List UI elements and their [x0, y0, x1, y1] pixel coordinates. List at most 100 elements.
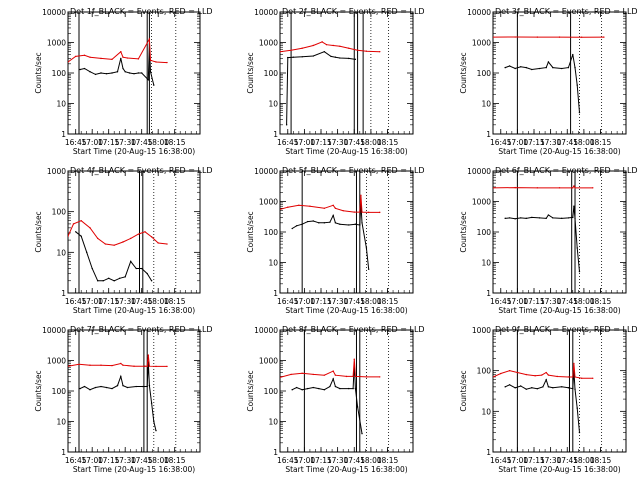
plot-frame — [493, 12, 626, 134]
data-point-events — [329, 221, 330, 222]
data-point-lld — [84, 55, 85, 56]
data-point-events — [568, 387, 569, 388]
y-tick-label: 100 — [52, 387, 67, 396]
data-point-events — [136, 386, 137, 387]
data-point-events — [125, 276, 126, 277]
data-point-lld — [514, 187, 515, 188]
data-point-lld — [89, 56, 90, 57]
y-tick-label: 10 — [481, 100, 491, 109]
data-point-lld — [342, 210, 343, 211]
data-point-events — [339, 57, 340, 58]
y-tick-label: 10000 — [254, 326, 278, 335]
y-tick-label: 1000 — [259, 357, 278, 366]
data-point-events — [579, 271, 580, 272]
y-axis-label: Counts/sec — [459, 211, 468, 252]
data-point-lld — [574, 376, 575, 377]
data-point-events — [120, 376, 121, 377]
data-point-events — [148, 79, 149, 80]
data-point-lld — [379, 212, 380, 213]
data-point-events — [324, 222, 325, 223]
data-point-events — [531, 217, 532, 218]
y-tick-label: 1000 — [47, 39, 66, 48]
data-point-events — [318, 222, 319, 223]
data-point-events — [352, 388, 353, 389]
plot-area — [492, 12, 604, 134]
plot-area — [67, 330, 176, 452]
data-point-events — [153, 84, 154, 85]
data-point-lld — [573, 185, 574, 186]
data-point-events — [117, 71, 118, 72]
series-line-events — [505, 371, 579, 433]
data-point-events — [149, 385, 150, 386]
data-point-events — [151, 280, 152, 281]
panel-det-1: Det 1f_BLACK = Events, RED = LLD11010010… — [34, 7, 213, 156]
data-point-events — [307, 388, 308, 389]
series-line-lld — [493, 364, 593, 379]
data-point-events — [552, 217, 553, 218]
data-point-events — [86, 252, 87, 253]
data-point-events — [103, 280, 104, 281]
data-point-events — [100, 386, 101, 387]
data-point-lld — [559, 36, 560, 37]
data-point-lld — [537, 36, 538, 37]
data-point-lld — [166, 243, 167, 244]
data-point-events — [548, 61, 549, 62]
y-axis-label: Counts/sec — [459, 370, 468, 411]
data-point-lld — [148, 354, 149, 355]
panel-title: Det 7f_BLACK = Events, RED = LLD — [70, 325, 213, 334]
data-point-lld — [147, 366, 148, 367]
y-tick-label: 10 — [56, 418, 66, 427]
data-point-lld — [357, 49, 358, 50]
data-point-events — [122, 385, 123, 386]
series-line-events — [505, 206, 579, 272]
plot-frame — [68, 171, 200, 293]
y-tick-label: 10000 — [254, 8, 278, 17]
data-point-lld — [568, 376, 569, 377]
data-point-events — [114, 280, 115, 281]
data-point-events — [579, 432, 580, 433]
data-point-lld — [105, 243, 106, 244]
data-point-events — [335, 56, 336, 57]
data-point-lld — [166, 366, 167, 367]
data-point-events — [307, 221, 308, 222]
data-point-events — [568, 67, 569, 68]
data-point-lld — [333, 370, 334, 371]
data-point-events — [291, 228, 292, 229]
y-tick-label: 100 — [477, 228, 492, 237]
data-point-lld — [78, 364, 79, 365]
x-tick-label: 18:15 — [164, 138, 186, 147]
data-point-events — [287, 57, 288, 58]
y-tick-label: 10000 — [42, 8, 66, 17]
y-axis-label: Counts/sec — [34, 211, 43, 252]
panel-det-2: Det 2f_BLACK = Events, RED = LLD11010010… — [246, 7, 425, 156]
y-tick-label: 10000 — [467, 8, 491, 17]
data-point-events — [329, 386, 330, 387]
data-point-lld — [81, 220, 82, 221]
data-point-events — [333, 215, 334, 216]
data-point-events — [561, 386, 562, 387]
data-point-lld — [120, 363, 121, 364]
plot-area — [67, 171, 176, 293]
data-point-lld — [574, 187, 575, 188]
data-point-events — [526, 218, 527, 219]
data-point-events — [574, 67, 575, 68]
data-point-lld — [514, 36, 515, 37]
data-point-events — [520, 66, 521, 67]
data-point-events — [539, 217, 540, 218]
data-point-events — [546, 218, 547, 219]
data-point-events — [296, 225, 297, 226]
data-point-events — [546, 67, 547, 68]
data-point-lld — [150, 60, 151, 61]
data-point-events — [313, 55, 314, 56]
y-axis-label: Counts/sec — [246, 52, 255, 93]
data-point-events — [120, 58, 121, 59]
data-point-events — [313, 220, 314, 221]
x-axis-label: Start Time (20-Aug-15 16:38:00) — [285, 147, 407, 156]
x-axis-label: Start Time (20-Aug-15 16:38:00) — [73, 147, 195, 156]
plot-area — [279, 330, 388, 452]
y-tick-label: 100 — [52, 69, 67, 78]
panel-det-3: Det 3f_BLACK = Events, RED = LLD11010010… — [459, 7, 638, 156]
data-point-events — [125, 71, 126, 72]
data-point-lld — [526, 374, 527, 375]
data-point-lld — [149, 366, 150, 367]
